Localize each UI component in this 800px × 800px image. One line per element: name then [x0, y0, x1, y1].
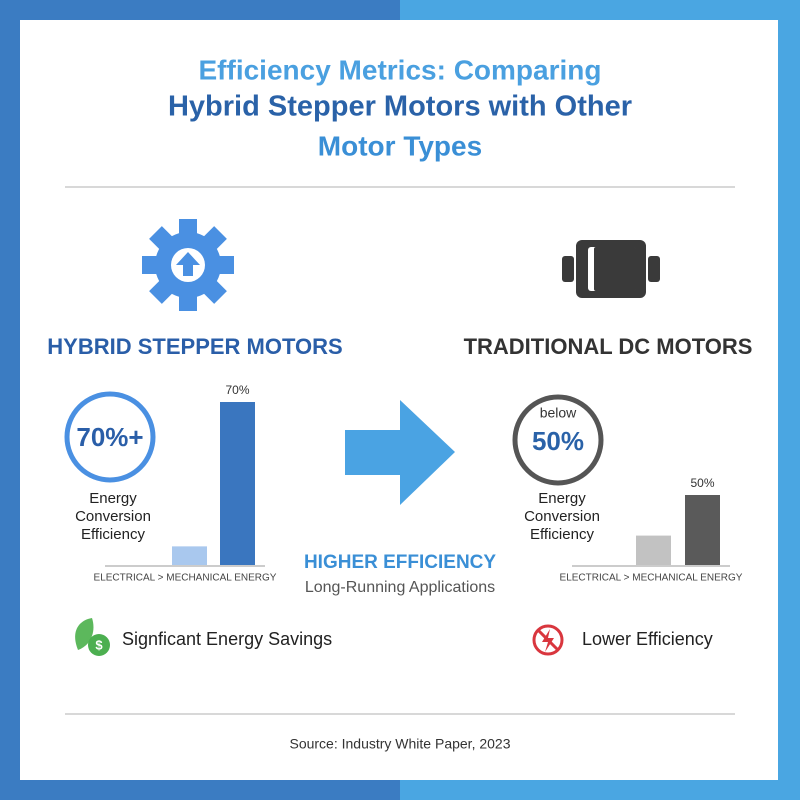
motor-icon [562, 240, 660, 298]
savings-icon: $ [75, 618, 110, 656]
subtext: Long-Running Applications [305, 579, 495, 596]
caption: Conversion [75, 508, 151, 525]
axis-label: ELECTRICAL > MECHANICAL ENERGY [94, 573, 277, 584]
panel-heading: HYBRID STEPPER MOTORS [47, 334, 342, 359]
bar [172, 546, 207, 565]
title-line: Efficiency Metrics: Comparing [199, 54, 602, 85]
caption: Efficiency [530, 526, 594, 543]
bar [220, 402, 255, 565]
badge-ring [512, 394, 604, 486]
panel-heading: TRADITIONAL DC MOTORS [464, 334, 753, 359]
badge-text: 50% [532, 426, 584, 456]
icon-glyph: $ [95, 637, 103, 652]
bar [685, 495, 720, 565]
axis-label: ELECTRICAL > MECHANICAL ENERGY [560, 573, 743, 584]
title-line: Motor Types [318, 130, 482, 161]
caption: Conversion [524, 508, 600, 525]
benefit: Lower Efficiency [582, 629, 713, 649]
gear-icon [142, 219, 234, 311]
caption: Energy [89, 490, 137, 507]
benefit: Signficant Energy Savings [122, 629, 332, 649]
badge-ring [64, 391, 156, 483]
caption: Efficiency [81, 526, 145, 543]
badge-text: below [540, 405, 577, 421]
bar-label: 50% [690, 476, 714, 490]
bar [636, 535, 671, 565]
title-line: Hybrid Stepper Motors with Other [168, 91, 632, 123]
warning-icon [532, 624, 564, 656]
headline: HIGHER EFFICIENCY [304, 552, 496, 573]
bar-label: 70% [225, 383, 249, 397]
card [20, 20, 778, 780]
badge-text: 70%+ [76, 422, 143, 452]
arrow [345, 400, 455, 505]
caption: Energy [538, 490, 586, 507]
source: Source: Industry White Paper, 2023 [289, 736, 510, 752]
